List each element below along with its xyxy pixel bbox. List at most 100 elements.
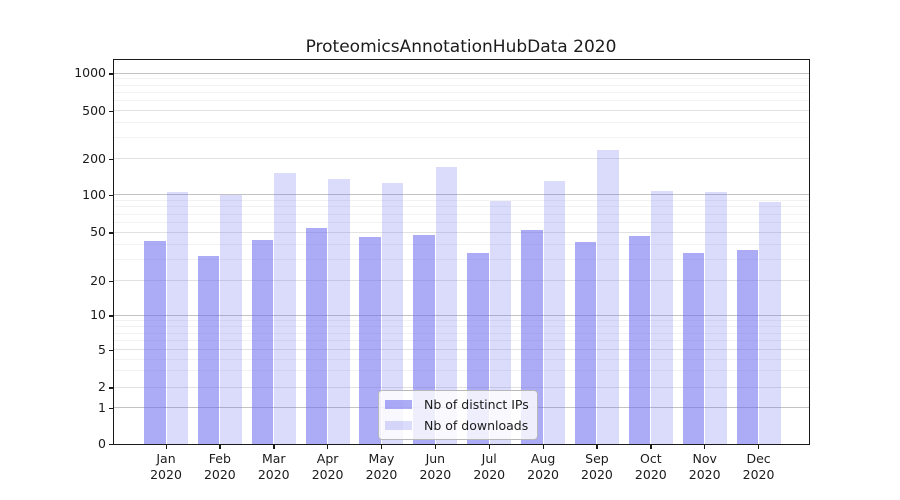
x-tick-mark-aug [542,445,544,449]
bar-downloads-jan [166,192,188,444]
gridline-minor [114,121,809,123]
x-tick-label-sep: Sep 2020 [569,451,625,482]
legend-item-distinct-ips: Nb of distinct IPs [385,397,529,412]
x-tick-label-jul: Jul 2020 [461,451,517,482]
gridline-minor [114,332,809,334]
bar-downloads-jul [489,201,512,444]
legend-label-downloads: Nb of downloads [424,418,529,433]
plot-area: Nb of distinct IPs Nb of downloads 1000 5… [74,59,810,482]
y-tick-mark-10 [109,315,113,317]
y-tick-mark-5 [109,349,113,352]
x-tick-month: Jul [481,451,497,466]
gridline-minor [114,358,809,360]
x-tick-year: 2020 [473,466,506,482]
gridline-minor [114,100,809,102]
x-tick-month: Jun [425,451,446,466]
bar-downloads-mar [274,172,296,444]
gridline-minor [114,84,809,86]
gridline-2 [114,386,809,388]
x-tick-label-feb: Feb 2020 [192,451,248,482]
x-tick-month: Jan [156,451,176,466]
x-tick-month: Mar [261,451,286,466]
gridline-minor [114,325,809,327]
gridline-minor [114,243,809,245]
x-tick-year: 2020 [634,466,667,482]
legend-swatch-downloads-icon [385,421,412,430]
bar-downloads-jun [435,167,458,444]
bar-distinct-ips-apr [305,227,328,444]
y-tick-mark-100 [109,194,113,197]
x-tick-month: Oct [640,451,662,466]
bar-downloads-nov [705,192,727,444]
gridline-50 [114,231,809,233]
x-tick-year: 2020 [150,466,182,482]
bar-distinct-ips-sep [574,241,597,444]
bar-downloads-apr [328,179,350,444]
bar-distinct-ips-oct [628,236,651,444]
bar-downloads-sep [597,150,619,444]
gridline-minor [114,213,809,215]
y-tick-label-100: 100 [82,186,106,202]
bar-downloads-may [381,182,404,444]
gridline-minor [114,258,809,260]
gridline-20 [114,280,809,282]
x-tick-label-nov: Nov 2020 [677,451,733,482]
x-tick-year: 2020 [365,466,398,482]
x-tick-month: Dec [746,451,771,466]
gridline-500 [114,110,809,112]
x-tick-month: Aug [530,451,556,466]
x-tick-mark-jun [434,445,437,449]
gridline-5 [114,349,809,351]
y-tick-mark-50 [109,232,113,234]
legend-item-downloads: Nb of downloads [385,418,529,433]
y-tick-mark-0 [109,443,113,445]
y-tick-label-1000: 1000 [74,65,106,81]
x-tick-label-jan: Jan 2020 [138,451,194,482]
legend-label-distinct-ips: Nb of distinct IPs [424,397,529,412]
x-tick-year: 2020 [203,466,236,482]
y-tick-label-500: 500 [82,102,106,118]
y-tick-label-5: 5 [98,341,106,357]
x-tick-year: 2020 [581,466,613,482]
x-tick-mark-apr [327,445,329,449]
x-tick-year: 2020 [311,466,344,482]
gridline-minor [114,370,809,372]
gridline-minor [114,136,809,138]
x-tick-label-jun: Jun 2020 [407,451,463,482]
bar-distinct-ips-dec [736,250,759,444]
gridline-minor [114,320,809,322]
gridline-1000 [114,72,809,74]
bar-distinct-ips-jan [144,240,166,444]
y-tick-mark-500 [109,110,113,112]
x-tick-month: Nov [692,451,717,466]
x-tick-mark-mar [273,445,275,449]
x-tick-mark-may [380,445,383,449]
x-tick-mark-jan [165,445,167,449]
gridline-100 [114,194,809,196]
x-tick-year: 2020 [419,466,452,482]
chart-title: ProteomicsAnnotationHubData 2020 [305,37,617,57]
x-tick-year: 2020 [688,466,721,482]
x-tick-mark-sep [596,445,598,449]
legend: Nb of distinct IPs Nb of downloads [378,390,538,440]
gridline-200 [114,158,809,160]
y-tick-mark-200 [109,158,113,161]
x-tick-mark-feb [219,445,221,449]
y-tick-label-50: 50 [90,224,106,240]
gridline-minor [114,78,809,80]
bar-downloads-dec [759,202,781,444]
gridline-minor [114,340,809,342]
y-tick-mark-1 [109,407,113,410]
y-tick-label-200: 200 [82,150,106,166]
y-tick-mark-20 [109,280,113,283]
y-tick-label-0: 0 [98,435,106,451]
bar-downloads-aug [543,181,566,444]
gridline-minor [114,91,809,93]
y-tick-label-1: 1 [98,399,106,415]
legend-swatch-distinct-ips-icon [385,400,412,409]
y-tick-mark-2 [109,387,113,389]
x-tick-year: 2020 [742,466,775,482]
x-tick-label-apr: Apr 2020 [300,451,356,482]
y-tick-mark-1000 [109,73,113,75]
